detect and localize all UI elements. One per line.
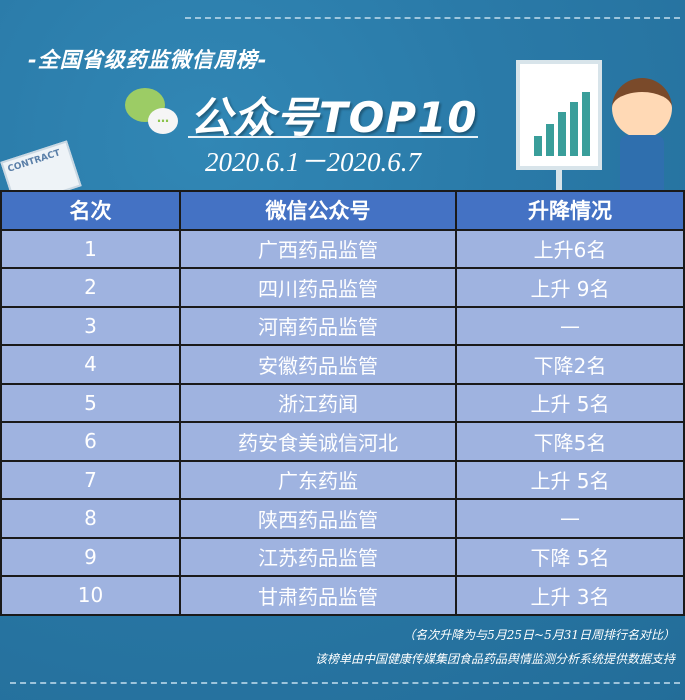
cell-change: 下降2名 — [455, 344, 685, 385]
cell-change: 上升 3名 — [455, 575, 685, 616]
cell-rank: 2 — [0, 267, 181, 308]
cell-account: 河南药品监管 — [179, 305, 457, 346]
cell-change: 下降 5名 — [455, 536, 685, 577]
table-row: 8 陕西药品监管 — — [0, 498, 685, 539]
cell-change: 上升 9名 — [455, 267, 685, 308]
table-row: 9 江苏药品监管 下降 5名 — [0, 536, 685, 577]
cell-rank: 7 — [0, 459, 181, 500]
table-row: 6 药安食美诚信河北 下降5名 — [0, 421, 685, 462]
cartoon-man-body — [620, 135, 664, 195]
footer-note-source: 该榜单由中国健康传媒集团食品药品舆情监测分析系统提供数据支持 — [314, 652, 675, 666]
cell-change: 下降5名 — [455, 421, 685, 462]
cell-account: 甘肃药品监管 — [179, 575, 457, 616]
date-range: 2020.6.1－2020.6.7 — [205, 147, 421, 177]
cell-rank: 3 — [0, 305, 181, 346]
subtitle: -全国省级药监微信周榜- — [28, 48, 268, 72]
cell-account: 四川药品监管 — [179, 267, 457, 308]
cell-account: 药安食美诚信河北 — [179, 421, 457, 462]
cell-rank: 1 — [0, 228, 181, 269]
cell-rank: 4 — [0, 344, 181, 385]
table-row: 5 浙江药闻 上升 5名 — [0, 382, 685, 423]
cell-change: 上升 5名 — [455, 382, 685, 423]
cell-rank: 9 — [0, 536, 181, 577]
table-row: 10 甘肃药品监管 上升 3名 — [0, 575, 685, 616]
cell-change: 上升 5名 — [455, 459, 685, 500]
cell-account: 安徽药品监管 — [179, 344, 457, 385]
cell-account: 浙江药闻 — [179, 382, 457, 423]
contract-label: CONTRACT — [6, 148, 62, 175]
cell-change: — — [455, 498, 685, 539]
cell-rank: 8 — [0, 498, 181, 539]
page-title: 公众号TOP10 — [190, 93, 478, 142]
cell-rank: 5 — [0, 382, 181, 423]
cell-rank: 10 — [0, 575, 181, 616]
table-row: 3 河南药品监管 — — [0, 305, 685, 346]
title-underline — [188, 136, 478, 138]
table-row: 7 广东药监 上升 5名 — [0, 459, 685, 500]
cell-change: — — [455, 305, 685, 346]
table-row: 2 四川药品监管 上升 9名 — [0, 267, 685, 308]
table-header-row: 名次 微信公众号 升降情况 — [0, 190, 685, 231]
decor-dashed-line — [185, 17, 680, 19]
chart-board-illustration — [516, 60, 602, 170]
board-stand — [556, 170, 562, 204]
decor-dashed-line — [10, 682, 680, 684]
cell-account: 广西药品监管 — [179, 228, 457, 269]
table-row: 4 安徽药品监管 下降2名 — [0, 344, 685, 385]
cell-change: 上升6名 — [455, 228, 685, 269]
footer-note-comparison: （名次升降为与5月25日~5月31日周排行名对比） — [403, 628, 675, 642]
cell-account: 广东药监 — [179, 459, 457, 500]
column-header-account: 微信公众号 — [179, 190, 457, 231]
cartoon-man-illustration — [612, 78, 672, 138]
cell-rank: 6 — [0, 421, 181, 462]
ranking-table: 名次 微信公众号 升降情况 1 广西药品监管 上升6名 2 四川药品监管 上升 9名 3 河南… — [0, 190, 685, 616]
chat-bubble-icon: … — [148, 108, 178, 134]
table-row: 1 广西药品监管 上升6名 — [0, 228, 685, 269]
column-header-change: 升降情况 — [455, 190, 685, 231]
cell-account: 江苏药品监管 — [179, 536, 457, 577]
cell-account: 陕西药品监管 — [179, 498, 457, 539]
column-header-rank: 名次 — [0, 190, 181, 231]
